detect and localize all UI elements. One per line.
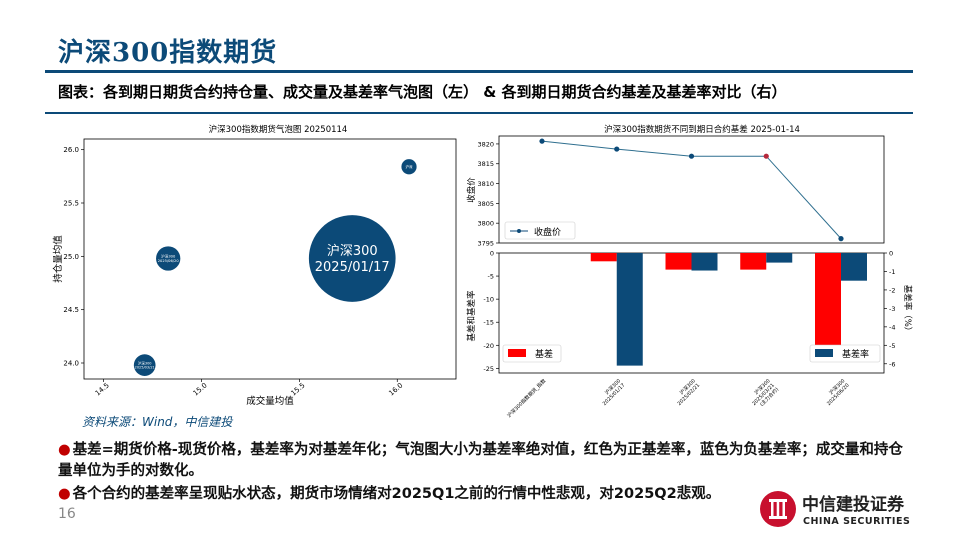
bar-left-y-tick-label: -10 <box>483 296 494 304</box>
bullet-1-text: 基差=期货价格-现货价格，基差率为对基差年化；气泡图大小为基差率绝对值，红色为正… <box>58 442 903 479</box>
line-y-ticks: 3795 3800 3805 3810 3815 3820 <box>477 140 499 248</box>
basis-bar <box>815 253 841 355</box>
bullet-dot: ● <box>58 442 71 458</box>
bar-series <box>590 253 867 366</box>
line-point <box>688 153 695 159</box>
bubble-chart: 沪深300指数期货气泡图 20250114 14.5 15.0 15.5 16.0 2… <box>45 118 465 414</box>
line-y-tick-label: 3800 <box>477 220 494 228</box>
bubble-label: 沪深300 <box>327 243 378 259</box>
line-series <box>539 138 844 242</box>
bubble-y-tick-label: 26.0 <box>63 146 79 154</box>
bubble-label-date: 2025/03/21 <box>135 365 155 369</box>
basis-bar <box>740 253 767 270</box>
bar-right-y-tick-label: -4 <box>889 323 895 331</box>
basis-rate-bar <box>691 253 718 271</box>
bar-right-y-label: 基差率（%） <box>902 285 913 336</box>
bullet-2: ● 各个合约的基差率呈现贴水状态，期货市场情绪对2025Q1之前的行情中性悲观，对… <box>58 484 758 505</box>
bubble-x-label: 成交量均值 <box>246 395 294 407</box>
bubble-label: 沪深 <box>406 164 413 169</box>
bubble-y-label: 持仓量均值 <box>52 235 64 283</box>
bar-right-y-tick-label: -6 <box>889 360 895 368</box>
bar-legend-basis: 基差 <box>502 344 562 363</box>
bar-left-y-tick-label: -25 <box>483 365 494 373</box>
bullet-1: ● 基差=期货价格-现货价格，基差率为对基差年化；气泡图大小为基差率绝对值，红色为… <box>58 440 908 482</box>
source-note: 资料来源：Wind，中信建投 <box>82 415 233 429</box>
chart-subtitle: 图表：各到期日期货合约持仓量、成交量及基差率气泡图（左） & 各到期日期货合约基… <box>58 83 787 101</box>
line-plot-frame <box>498 135 885 244</box>
bullet-dot: ● <box>58 486 71 502</box>
basis-chart: 沪深300指数期货不同到期日合约基差 2025-01-14 3795 3800 38… <box>465 118 915 418</box>
bubble-y-ticks: 24.0 24.5 25.0 25.5 26.0 <box>63 146 84 368</box>
bubble-point <box>133 354 156 376</box>
page-title: 沪深300指数期货 <box>58 38 278 68</box>
bubble-chart-title: 沪深300指数期货气泡图 20250114 <box>209 124 348 135</box>
line-legend: 收盘价 <box>504 221 576 240</box>
line-legend-label: 收盘价 <box>534 226 561 238</box>
line-y-tick-label: 3815 <box>477 160 494 168</box>
bar-right-y-tick-label: -5 <box>889 342 895 350</box>
bar-right-y-tick-label: -3 <box>889 305 895 313</box>
bubble-y-tick-label: 24.0 <box>63 360 79 368</box>
logo-en: CHINA SECURITIES <box>803 516 910 527</box>
bubble-label: 沪深300 <box>161 254 176 259</box>
bubble-label-date: 2025/01/17 <box>315 260 390 275</box>
bar-left-y-ticks: 0 -5 -10 -15 -20 -25 <box>483 250 499 373</box>
line-point <box>838 236 844 242</box>
bubble-label: 沪深300 <box>138 360 152 365</box>
bar-legend-basis-label: 基差 <box>535 348 553 360</box>
line-point <box>614 146 620 152</box>
bar-left-y-label: 基差和基差率 <box>466 290 477 342</box>
bar-right-y-tick-label: -1 <box>889 268 895 276</box>
bar-left-y-tick-label: -20 <box>483 342 494 350</box>
line-y-tick-label: 3795 <box>477 240 494 248</box>
bar-left-y-tick-label: -15 <box>483 319 494 327</box>
line-y-tick-label: 3805 <box>477 200 494 208</box>
page-number: 16 <box>58 506 76 522</box>
bubble-y-tick-label: 24.5 <box>63 306 79 314</box>
bubble-label-date: 2025/06/20 <box>158 259 180 263</box>
bubble-y-tick-label: 25.5 <box>63 200 79 208</box>
company-logo: 中信建投证券 CHINA SECURITIES <box>760 491 910 527</box>
line-y-tick-label: 3810 <box>477 180 494 188</box>
line-point <box>763 153 769 159</box>
basis-rate-bar <box>841 253 867 281</box>
bubble-points: 沪深沪深3002025/01/17沪深3002025/06/20沪深300202… <box>133 159 417 376</box>
bullet-2-text: 各个合约的基差率呈现贴水状态，期货市场情绪对2025Q1之前的行情中性悲观，对2… <box>72 486 721 502</box>
bubble-plot-frame <box>83 138 457 380</box>
line-point <box>539 138 545 144</box>
line-y-label: 收盘价 <box>466 177 477 203</box>
bar-right-y-ticks: 0 -1 -2 -3 -4 -5 -6 <box>884 250 895 368</box>
bar-left-y-tick-label: -5 <box>488 273 494 281</box>
line-y-tick-label: 3820 <box>477 140 494 148</box>
bubble-point <box>156 246 181 271</box>
logo-cn: 中信建投证券 <box>802 494 905 515</box>
line-chart-title: 沪深300指数期货不同到期日合约基差 2025-01-14 <box>604 124 800 135</box>
bar-right-y-tick-label: -2 <box>889 286 895 294</box>
title-rule <box>45 70 913 73</box>
bubble-point <box>401 159 417 175</box>
basis-rate-bar <box>616 253 643 366</box>
bar-right-y-tick-label: 0 <box>889 250 893 258</box>
basis-rate-bar <box>766 253 793 263</box>
bar-left-y-tick-label: 0 <box>490 250 494 258</box>
bar-legend-rate-label: 基差率 <box>842 348 869 360</box>
basis-bar <box>665 253 692 270</box>
bubble-point <box>308 215 396 302</box>
bar-legend-rate: 基差率 <box>809 344 881 363</box>
basis-bar <box>590 253 617 262</box>
subtitle-rule <box>45 112 913 114</box>
bubble-y-tick-label: 25.0 <box>63 253 79 261</box>
